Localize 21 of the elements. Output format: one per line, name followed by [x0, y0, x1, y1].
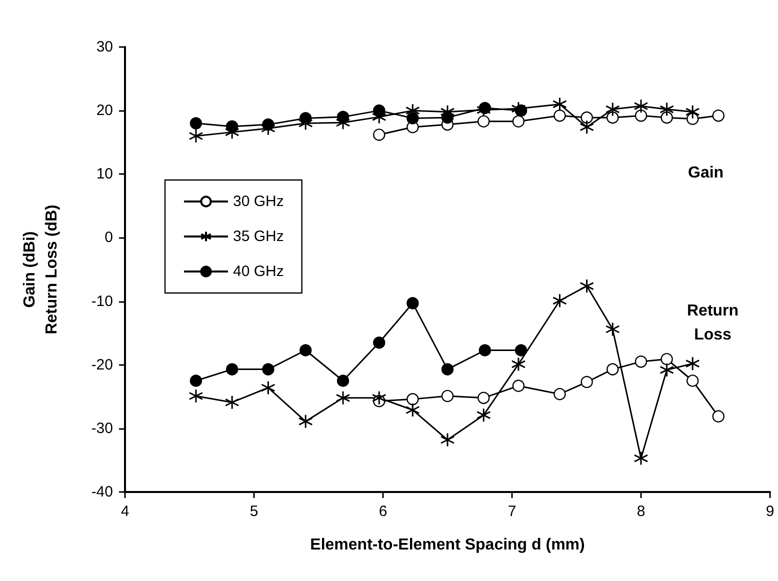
y-tick-label: 0: [104, 229, 113, 246]
x-tick-label: 9: [766, 503, 774, 520]
y-tick-label: 30: [96, 38, 113, 56]
x-axis-title: Element-to-Element Spacing d (mm): [310, 536, 585, 554]
legend-label: 40 GHz: [233, 263, 284, 280]
x-tick-label: 8: [636, 503, 646, 520]
annotation: Gain: [688, 164, 724, 182]
y-tick-label: 10: [96, 166, 113, 183]
y-tick-label: -20: [91, 356, 113, 374]
y-tick-label: 20: [96, 102, 113, 120]
y-tick-label: -40: [91, 484, 113, 500]
x-tick-label: 4: [120, 503, 130, 520]
legend-label: 30 GHz: [233, 193, 284, 210]
y-axis-title: Gain (dBi) Return Loss (dB): [22, 204, 60, 334]
x-tick-label: 7: [508, 503, 516, 520]
x-tick-label: 6: [378, 503, 388, 520]
y-tick-label: -10: [91, 292, 113, 310]
legend-label: 35 GHz: [233, 228, 284, 245]
annotation: Return Loss: [686, 302, 739, 344]
x-tick-label: 5: [250, 503, 258, 520]
y-tick-label: -30: [91, 420, 113, 437]
